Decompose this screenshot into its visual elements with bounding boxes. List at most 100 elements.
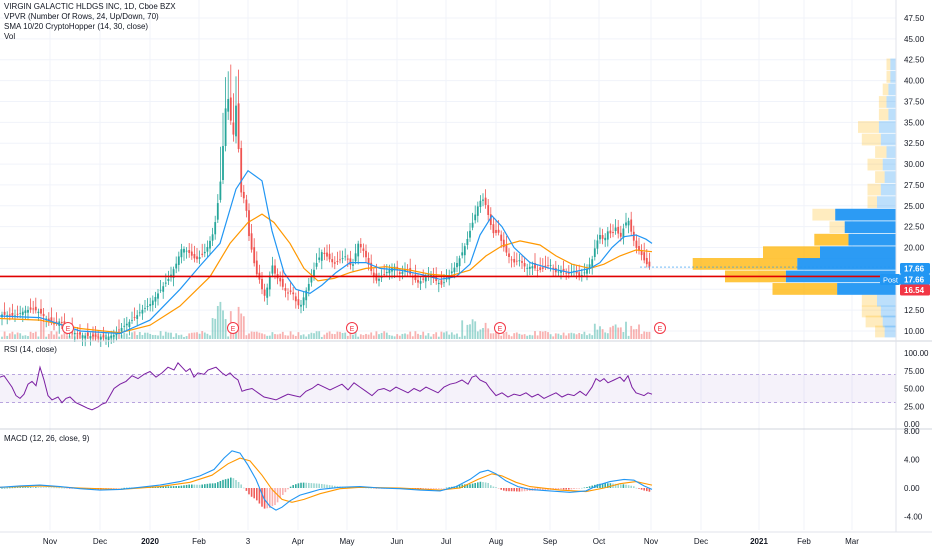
volume-bar — [297, 332, 300, 339]
volume-bar — [578, 332, 581, 339]
volume-bar — [385, 332, 388, 339]
rsi-tick-label: 75.00 — [904, 367, 925, 376]
macd-histogram-bar — [230, 477, 232, 488]
candle-body — [281, 278, 284, 287]
volume-bar — [476, 331, 479, 339]
candle-body — [552, 267, 555, 269]
vpvr-down-bar — [814, 233, 849, 246]
volume-bar — [508, 334, 510, 339]
legend-vpvr[interactable]: VPVR (Number Of Rows, 24, Up/Down, 70) — [4, 12, 159, 21]
earnings-marker — [654, 322, 666, 334]
candle-body — [336, 261, 339, 262]
time-tick-label: 2020 — [141, 537, 159, 546]
volume-bar — [6, 335, 9, 339]
volume-bars — [1, 301, 651, 339]
volume-bar — [422, 331, 425, 339]
volume-bar — [534, 331, 536, 339]
volume-bar — [396, 334, 399, 339]
candle-body — [120, 327, 123, 332]
macd-histogram-bar — [334, 485, 336, 488]
macd-histogram-bar — [599, 483, 601, 488]
macd-histogram-bar — [573, 488, 575, 490]
volume-bar — [593, 323, 596, 339]
rsi-legend[interactable]: RSI (14, close) — [4, 345, 57, 354]
panel-dividers — [0, 0, 932, 533]
candle-body — [635, 240, 638, 248]
macd-histogram-bar — [427, 488, 430, 489]
macd-histogram-bar — [35, 487, 37, 488]
vpvr-down-bar — [875, 146, 887, 158]
volume-bar — [154, 334, 157, 339]
sma-30-line — [0, 213, 653, 334]
volume-bar — [367, 334, 370, 339]
volume-bar — [240, 313, 243, 339]
volume-bar — [554, 333, 557, 339]
volume-bar — [318, 331, 321, 339]
vpvr-down-bar — [858, 121, 879, 133]
vpvr-up-bar — [877, 196, 896, 209]
candle-body — [359, 243, 362, 248]
candle-body — [183, 248, 185, 253]
candle-body — [495, 229, 497, 233]
volume-bar — [63, 332, 66, 339]
candle-body — [453, 267, 456, 273]
candle-body — [500, 234, 503, 241]
moving-averages — [0, 169, 653, 335]
candle-body — [84, 335, 87, 339]
volume-bar — [16, 332, 19, 339]
candle-body — [586, 269, 588, 274]
legend-title[interactable]: VIRGIN GALACTIC HLDGS INC, 1D, Cboe BZX — [4, 2, 176, 11]
macd-histogram-bar — [435, 488, 437, 489]
volume-bar — [570, 332, 573, 339]
volume-bar — [313, 333, 315, 339]
candle-body — [458, 258, 461, 267]
candle-body — [380, 277, 383, 278]
candle-body — [430, 273, 432, 278]
volume-bar — [588, 333, 591, 339]
vpvr-up-bar — [888, 83, 896, 96]
volume-bar — [128, 336, 131, 339]
candle-body — [560, 270, 562, 273]
candle-body — [24, 310, 27, 314]
macd-histogram-bar — [284, 488, 287, 493]
candle-body — [300, 304, 302, 307]
volume-bar — [482, 328, 484, 339]
volume-bar — [643, 331, 646, 339]
volume-bar — [466, 324, 469, 339]
candle-body — [625, 222, 627, 226]
volume-bar — [487, 328, 490, 339]
volume-bar — [471, 319, 474, 339]
candle-body — [417, 279, 419, 283]
macd-histogram-bar — [302, 482, 305, 488]
candle-body — [128, 321, 131, 328]
volume-bar — [214, 318, 217, 339]
grid-lines — [0, 0, 896, 530]
vpvr-down-bar — [867, 183, 881, 196]
macd-histogram-bar — [237, 481, 240, 488]
macd-histogram-bar — [646, 488, 648, 492]
macd-histogram-bar — [562, 488, 565, 490]
macd-histogram-bar — [445, 487, 448, 489]
candle-body — [289, 290, 292, 292]
volume-bar — [528, 334, 531, 339]
vpvr-down-bar — [878, 96, 887, 108]
candle-body — [414, 274, 417, 281]
candle-body — [591, 259, 594, 267]
candle-body — [294, 296, 297, 302]
volume-bar — [417, 333, 419, 339]
candle-body — [47, 318, 50, 321]
candle-body — [162, 286, 165, 292]
macd-histogram-bar — [542, 488, 544, 491]
macd-histogram-bar — [375, 488, 378, 489]
macd-legend[interactable]: MACD (12, 26, close, 9) — [4, 434, 90, 443]
legend-vol[interactable]: Vol — [4, 32, 16, 41]
legend-sma[interactable]: SMA 10/20 CryptoHopper (14, 30, close) — [4, 22, 149, 31]
candle-body — [404, 269, 406, 272]
macd-histogram-bar — [536, 488, 539, 491]
macd-histogram-bar — [367, 487, 370, 489]
candle-body — [292, 292, 295, 295]
volume-bar — [500, 335, 503, 339]
volume-bar — [341, 332, 344, 339]
